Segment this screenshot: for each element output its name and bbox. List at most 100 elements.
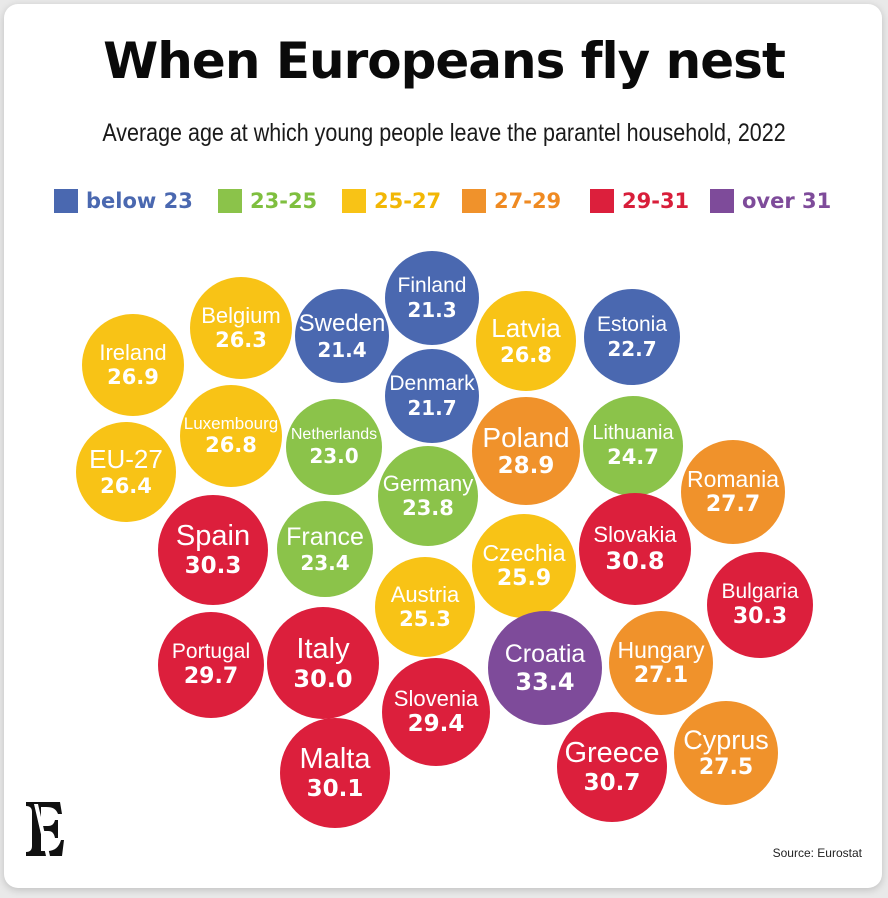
bubble-label: Finland [397, 273, 467, 297]
legend-swatch [342, 189, 366, 213]
bubble-label: Luxembourg [183, 413, 279, 433]
bubble-value: 22.7 [607, 337, 657, 362]
bubble-label: Austria [390, 581, 460, 607]
bubble-label: France [286, 522, 364, 551]
legend-item: over 31 [710, 186, 831, 216]
bubble-value: 28.9 [497, 453, 555, 480]
legend-item: 27-29 [462, 186, 561, 216]
bubble-label: Germany [382, 470, 474, 496]
bubble-label: Estonia [596, 312, 668, 336]
bubble-value: 23.4 [300, 551, 350, 576]
bubble-label: Croatia [504, 639, 586, 668]
bubble-belgium: Belgium 26.3 [190, 277, 292, 379]
bubble-france: France 23.4 [277, 501, 373, 597]
bubble-luxembourg: Luxembourg 26.8 [180, 385, 282, 487]
bubble-label: Hungary [617, 636, 705, 663]
bubble-label: Italy [296, 632, 350, 665]
bubble-slovakia: Slovakia 30.8 [579, 493, 691, 605]
legend-label: 29-31 [622, 189, 690, 213]
bubble-label: Latvia [491, 312, 561, 343]
legend-label: 25-27 [374, 189, 442, 213]
bubble-poland: Poland 28.9 [472, 397, 580, 505]
economist-e-icon [26, 802, 64, 856]
bubble-eu-27: EU-27 26.4 [76, 422, 176, 522]
bubble-label: Spain [175, 520, 251, 553]
bubble-spain: Spain 30.3 [158, 495, 268, 605]
bubble-label: Ireland [99, 339, 167, 365]
bubble-sweden: Sweden 21.4 [295, 289, 389, 383]
bubble-label: EU-27 [89, 443, 163, 474]
bubble-value: 30.7 [583, 769, 641, 796]
legend-swatch [462, 189, 486, 213]
bubble-value: 30.3 [184, 552, 242, 579]
bubble-value: 23.0 [309, 444, 359, 469]
bubble-value: 27.7 [705, 491, 761, 517]
bubble-value: 21.4 [317, 337, 367, 362]
legend-item: 25-27 [342, 186, 441, 216]
bubble-malta: Malta 30.1 [280, 718, 390, 828]
legend-label: over 31 [742, 189, 832, 213]
bubble-label: Czechia [482, 539, 566, 566]
bubble-label: Bulgaria [721, 579, 799, 603]
bubble-value: 30.0 [293, 665, 353, 694]
bubble-label: Greece [564, 737, 660, 770]
bubble-value: 26.8 [500, 343, 552, 368]
legend-item: 23-25 [218, 186, 317, 216]
bubble-value: 27.5 [698, 755, 754, 781]
legend: below 23 23-25 25-27 27-29 29-31 over 31 [54, 186, 844, 216]
bubble-croatia: Croatia 33.4 [488, 611, 602, 725]
bubble-hungary: Hungary 27.1 [609, 611, 713, 715]
bubble-value: 25.3 [399, 607, 451, 631]
bubble-italy: Italy 30.0 [267, 607, 379, 719]
bubble-austria: Austria 25.3 [375, 557, 475, 657]
bubble-label: Sweden [298, 310, 386, 338]
bubble-value: 30.8 [605, 547, 665, 576]
bubble-label: Cyprus [683, 724, 769, 755]
bubble-lithuania: Lithuania 24.7 [583, 396, 683, 496]
bubble-value: 21.7 [407, 396, 457, 421]
bubble-czechia: Czechia 25.9 [472, 514, 576, 618]
bubble-label: Poland [482, 421, 570, 453]
legend-swatch [54, 189, 78, 213]
bubble-value: 21.3 [407, 298, 457, 323]
bubble-value: 26.3 [215, 328, 267, 352]
bubble-value: 30.3 [732, 603, 788, 629]
bubble-label: Slovenia [393, 685, 479, 711]
bubble-label: Slovakia [593, 522, 677, 548]
bubble-label: Belgium [201, 302, 281, 328]
bubble-denmark: Denmark 21.7 [385, 349, 479, 443]
bubble-portugal: Portugal 29.7 [158, 612, 264, 718]
chart-title: When Europeans fly nest [103, 32, 786, 90]
bubble-romania: Romania 27.7 [681, 440, 785, 544]
bubble-value: 33.4 [515, 667, 575, 696]
bubble-value: 29.4 [407, 710, 465, 737]
bubble-label: Malta [299, 743, 371, 776]
bubble-value: 24.7 [607, 444, 659, 469]
bubble-label: Lithuania [592, 421, 674, 444]
bubble-cyprus: Cyprus 27.5 [674, 701, 778, 805]
bubble-value: 25.9 [496, 565, 552, 591]
bubble-estonia: Estonia 22.7 [584, 289, 680, 385]
legend-item: below 23 [54, 186, 193, 216]
bubble-finland: Finland 21.3 [385, 251, 479, 345]
bubble-label: Denmark [389, 371, 475, 395]
bubble-value: 27.1 [633, 662, 689, 688]
bubble-value: 30.1 [306, 775, 364, 802]
bubble-value: 29.7 [183, 663, 239, 689]
bubble-netherlands: Netherlands 23.0 [286, 399, 382, 495]
legend-label: 27-29 [494, 189, 562, 213]
legend-swatch [590, 189, 614, 213]
legend-label: 23-25 [250, 189, 318, 213]
bubble-latvia: Latvia 26.8 [476, 291, 576, 391]
bubble-value: 26.9 [107, 365, 159, 389]
source-note: Source: Eurostat [772, 846, 862, 860]
legend-label: below 23 [86, 189, 193, 213]
bubble-label: Romania [686, 465, 780, 492]
bubble-label: Netherlands [290, 425, 378, 443]
bubble-ireland: Ireland 26.9 [82, 314, 184, 416]
bubble-value: 23.8 [402, 496, 454, 520]
legend-swatch [218, 189, 242, 213]
chart-subtitle: Average age at which young people leave … [102, 119, 786, 147]
bubble-bulgaria: Bulgaria 30.3 [707, 552, 813, 658]
bubble-germany: Germany 23.8 [378, 446, 478, 546]
